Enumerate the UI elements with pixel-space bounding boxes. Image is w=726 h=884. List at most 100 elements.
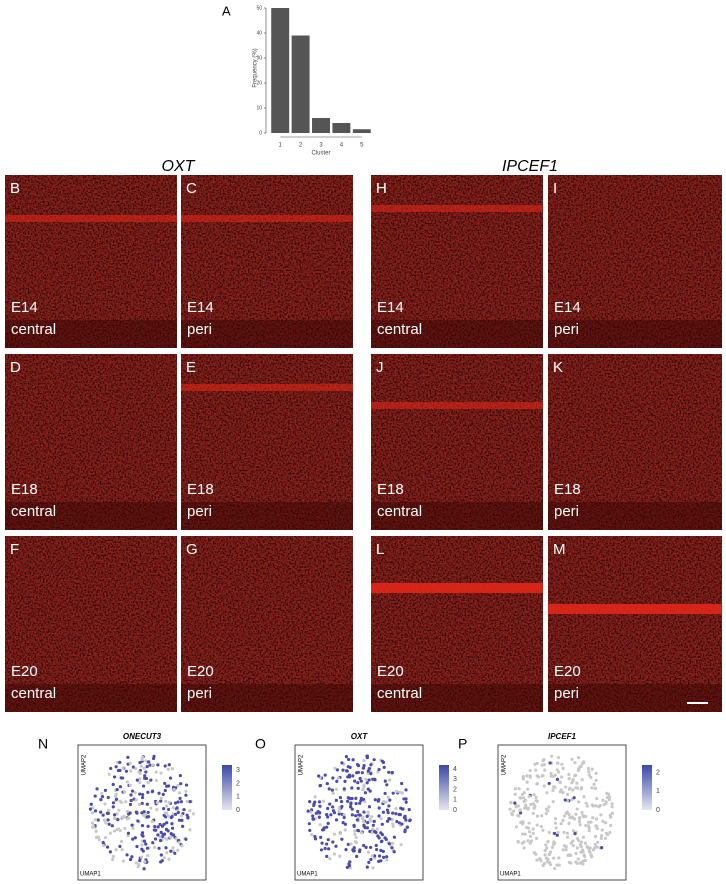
cell-dot <box>526 806 530 810</box>
cell-dot <box>582 794 586 799</box>
cell-dot <box>547 852 551 857</box>
cell-dot <box>521 774 525 779</box>
cell-dot <box>93 809 98 813</box>
cell-dot <box>580 777 584 782</box>
cell-dot <box>306 809 310 813</box>
colorbar-tick-label: 0 <box>656 807 660 814</box>
cell-dot <box>367 860 371 865</box>
cell-dot <box>131 837 135 841</box>
cell-dot <box>524 803 528 807</box>
cell-dot <box>574 860 578 864</box>
cell-dot <box>404 800 408 804</box>
cell-dot <box>555 768 559 772</box>
cell-dot <box>385 855 389 859</box>
micrograph-shade <box>181 684 353 712</box>
cell-dot <box>567 812 571 817</box>
cell-dot <box>325 812 329 817</box>
cell-dot <box>601 819 605 824</box>
micrograph-shade <box>5 320 177 348</box>
cell-dot <box>539 824 543 829</box>
cell-dot <box>528 768 532 773</box>
cell-dot <box>162 822 166 826</box>
cell-dot <box>356 815 361 819</box>
cell-dot <box>128 783 132 787</box>
cell-dot <box>165 784 169 788</box>
cell-dot <box>596 840 600 844</box>
cell-dot <box>135 811 139 815</box>
cell-dot <box>522 846 526 850</box>
cell-dot <box>351 774 355 778</box>
cell-dot <box>338 831 342 836</box>
cell-dot <box>362 759 366 763</box>
cell-dot <box>375 827 379 831</box>
cell-dot <box>594 804 598 808</box>
cell-dot <box>336 776 341 780</box>
stage-label: E14 <box>554 299 581 316</box>
micrograph-shade <box>181 502 353 530</box>
cell-dot <box>540 814 544 818</box>
cell-dot <box>364 777 368 781</box>
cell-dot <box>131 826 135 830</box>
cell-dot <box>365 754 369 758</box>
cell-dot <box>564 811 568 815</box>
cell-dot <box>590 767 594 771</box>
cell-dot <box>382 800 386 804</box>
cell-dot <box>348 765 352 769</box>
cell-dot <box>353 779 357 783</box>
cell-dot <box>372 819 376 823</box>
cell-dot <box>545 846 549 850</box>
cell-dot <box>570 781 574 785</box>
cell-dot <box>581 859 585 863</box>
cell-dot <box>186 815 190 820</box>
cell-dot <box>340 804 344 809</box>
cell-dot <box>532 851 536 855</box>
cell-dot <box>167 807 171 812</box>
cell-dot <box>156 833 160 837</box>
cell-dot <box>173 851 177 855</box>
cell-dot <box>516 840 520 844</box>
cell-dot <box>356 770 361 775</box>
x-tick-label: 5 <box>360 143 364 149</box>
cell-dot <box>176 810 180 815</box>
cell-dot <box>180 818 184 822</box>
cell-dot <box>124 769 129 773</box>
cell-dot <box>552 785 556 789</box>
cell-dot <box>161 792 165 797</box>
cell-dot <box>188 809 192 813</box>
cell-dot <box>384 837 388 841</box>
cell-dot <box>553 821 558 825</box>
cell-dot <box>528 834 533 838</box>
cell-dot <box>593 834 598 839</box>
cell-dot <box>543 848 547 853</box>
cell-dot <box>547 830 551 835</box>
cell-dot <box>599 836 603 840</box>
colorbar-tick-label: 0 <box>236 807 240 814</box>
cell-dot <box>349 842 353 846</box>
cell-dot <box>578 816 582 820</box>
cell-dot <box>360 771 364 775</box>
cell-dot <box>326 821 330 825</box>
cell-dot <box>176 848 180 852</box>
panel-label: M <box>553 541 566 558</box>
cell-dot <box>327 847 331 851</box>
cell-dot <box>188 828 192 832</box>
cell-dot <box>140 823 145 828</box>
cell-dot <box>167 857 171 861</box>
cell-dot <box>176 800 180 804</box>
cell-dot <box>338 796 343 800</box>
cell-dot <box>545 791 549 795</box>
cell-dot <box>542 758 546 762</box>
cell-dot <box>385 819 390 823</box>
cell-dot <box>126 755 130 759</box>
cell-dot <box>540 774 544 778</box>
y-axis-label: UMAP2 <box>299 754 305 775</box>
cell-dot <box>528 775 532 779</box>
panel-label: J <box>376 359 384 376</box>
cell-dot <box>163 788 167 793</box>
cell-dot <box>334 798 338 802</box>
cell-dot <box>90 821 95 825</box>
y-tick-label: 50 <box>256 5 262 11</box>
plot-title: IPCEF1 <box>548 732 577 741</box>
cell-dot <box>377 854 382 858</box>
cell-dot <box>337 809 341 813</box>
